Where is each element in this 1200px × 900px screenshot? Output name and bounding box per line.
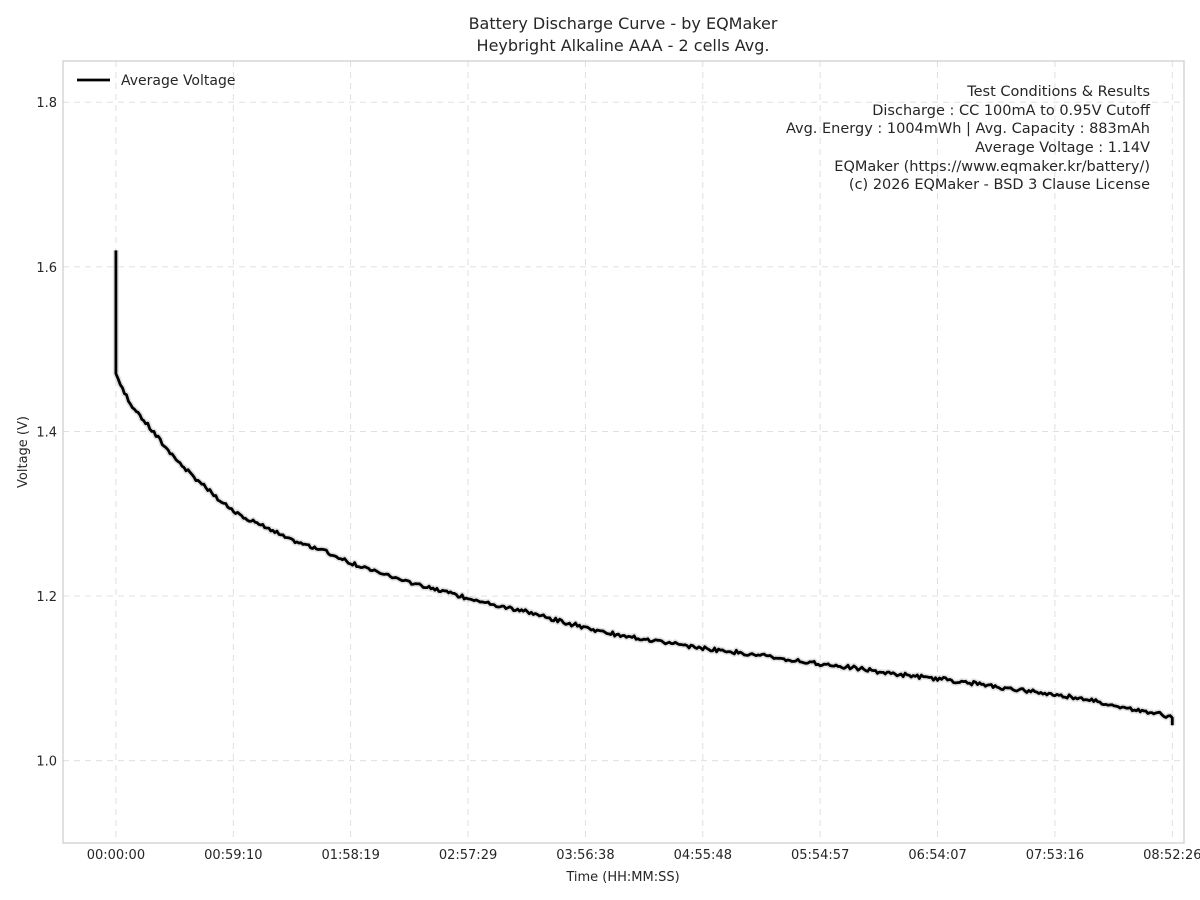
plot-area <box>62 60 1185 844</box>
chart-subtitle: Heybright Alkaline AAA - 2 cells Avg. <box>477 36 770 55</box>
x-tick-label: 08:52:26 <box>1143 848 1200 863</box>
x-tick-label: 03:56:38 <box>556 848 614 863</box>
x-tick-label: 07:53:16 <box>1026 848 1084 863</box>
test-conditions-annotation: Test Conditions & Results Discharge : CC… <box>786 84 1151 193</box>
annotation-line-5: EQMaker (https://www.eqmaker.kr/battery/… <box>834 159 1150 175</box>
x-tick-label: 05:54:57 <box>791 848 849 863</box>
x-tick-label: 04:55:48 <box>674 848 732 863</box>
y-tick-label: 1.6 <box>36 261 57 276</box>
series-layer <box>112 250 1176 726</box>
annotation-line-3: Avg. Energy : 1004mWh | Avg. Capacity : … <box>786 121 1150 137</box>
legend-label-average-voltage: Average Voltage <box>121 73 235 89</box>
x-tick-label: 00:59:10 <box>204 848 262 863</box>
x-tick-label: 06:54:07 <box>908 848 966 863</box>
x-axis-label: Time (HH:MM:SS) <box>565 870 679 885</box>
annotation-line-2: Discharge : CC 100mA to 0.95V Cutoff <box>872 103 1151 119</box>
y-tick-label: 1.0 <box>36 755 57 770</box>
x-tick-labels: 00:00:00 00:59:10 01:58:19 02:57:29 03:56:38… <box>87 848 1200 863</box>
series-line-average-voltage <box>114 250 1174 726</box>
legend: Average Voltage <box>77 73 235 89</box>
x-tick-label: 00:00:00 <box>87 848 145 863</box>
annotation-line-1: Test Conditions & Results <box>966 84 1150 100</box>
y-axis-label: Voltage (V) <box>16 416 31 488</box>
y-tick-labels: 1.0 1.2 1.4 1.6 1.8 <box>36 96 57 770</box>
chart-title: Battery Discharge Curve - by EQMaker <box>469 14 778 33</box>
grid-lines <box>63 61 1184 843</box>
x-tick-label: 02:57:29 <box>439 848 497 863</box>
annotation-line-4: Average Voltage : 1.14V <box>975 140 1150 156</box>
y-tick-label: 1.4 <box>36 425 57 440</box>
y-tick-label: 1.2 <box>36 590 57 605</box>
x-tick-label: 01:58:19 <box>321 848 379 863</box>
annotation-line-6: (c) 2026 EQMaker - BSD 3 Clause License <box>849 177 1150 193</box>
y-tick-label: 1.8 <box>36 96 57 111</box>
